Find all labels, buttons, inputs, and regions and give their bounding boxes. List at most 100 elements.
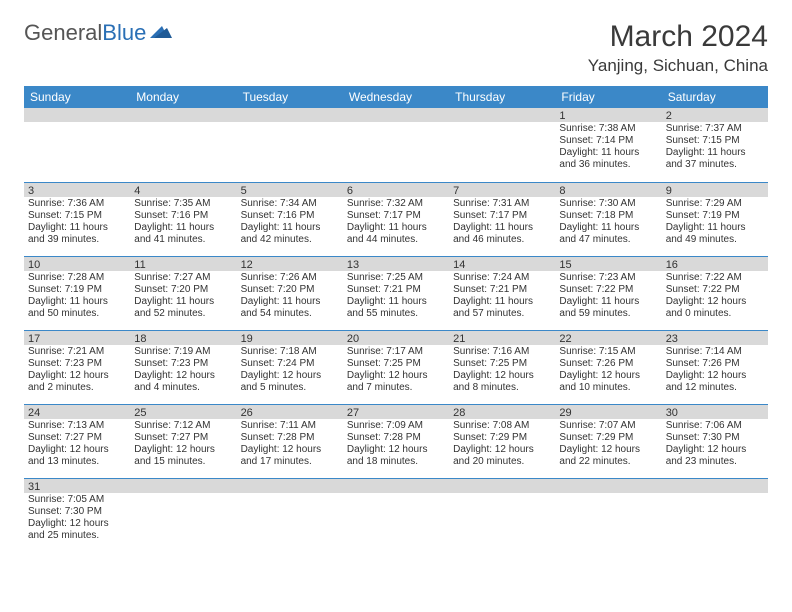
day-number: [449, 108, 555, 122]
day-content: Sunrise: 7:23 AMSunset: 7:22 PMDaylight:…: [555, 271, 661, 322]
day-line: Sunset: 7:21 PM: [453, 284, 551, 296]
day-content: Sunrise: 7:30 AMSunset: 7:18 PMDaylight:…: [555, 197, 661, 248]
calendar-week: 10Sunrise: 7:28 AMSunset: 7:19 PMDayligh…: [24, 256, 768, 330]
day-number: 31: [24, 479, 130, 493]
day-number: 5: [237, 183, 343, 197]
day-line: Sunrise: 7:28 AM: [28, 272, 126, 284]
day-line: Sunrise: 7:22 AM: [666, 272, 764, 284]
calendar-cell: 12Sunrise: 7:26 AMSunset: 7:20 PMDayligh…: [237, 256, 343, 330]
day-line: Daylight: 11 hours and 47 minutes.: [559, 222, 657, 246]
day-line: Sunset: 7:23 PM: [28, 358, 126, 370]
day-number: [343, 479, 449, 493]
day-number: 20: [343, 331, 449, 345]
calendar-cell: 16Sunrise: 7:22 AMSunset: 7:22 PMDayligh…: [662, 256, 768, 330]
day-line: Sunrise: 7:38 AM: [559, 123, 657, 135]
day-line: Sunrise: 7:08 AM: [453, 420, 551, 432]
day-line: Daylight: 12 hours and 23 minutes.: [666, 444, 764, 468]
day-number: 14: [449, 257, 555, 271]
calendar-cell: 1Sunrise: 7:38 AMSunset: 7:14 PMDaylight…: [555, 108, 661, 182]
day-line: Sunrise: 7:11 AM: [241, 420, 339, 432]
day-line: Daylight: 11 hours and 50 minutes.: [28, 296, 126, 320]
day-line: Daylight: 11 hours and 36 minutes.: [559, 147, 657, 171]
calendar-week: 24Sunrise: 7:13 AMSunset: 7:27 PMDayligh…: [24, 404, 768, 478]
logo-text-a: General: [24, 20, 102, 46]
day-line: Sunrise: 7:21 AM: [28, 346, 126, 358]
day-number: [662, 479, 768, 493]
calendar-cell: 26Sunrise: 7:11 AMSunset: 7:28 PMDayligh…: [237, 404, 343, 478]
day-line: Daylight: 11 hours and 42 minutes.: [241, 222, 339, 246]
day-line: Sunrise: 7:06 AM: [666, 420, 764, 432]
day-line: Sunset: 7:27 PM: [134, 432, 232, 444]
day-line: Sunrise: 7:15 AM: [559, 346, 657, 358]
day-number: 9: [662, 183, 768, 197]
day-number: 15: [555, 257, 661, 271]
calendar-cell: [130, 108, 236, 182]
day-line: Sunset: 7:28 PM: [347, 432, 445, 444]
calendar-cell: 11Sunrise: 7:27 AMSunset: 7:20 PMDayligh…: [130, 256, 236, 330]
dayhead-wed: Wednesday: [343, 86, 449, 108]
day-content: Sunrise: 7:25 AMSunset: 7:21 PMDaylight:…: [343, 271, 449, 322]
day-number: 23: [662, 331, 768, 345]
day-content: Sunrise: 7:14 AMSunset: 7:26 PMDaylight:…: [662, 345, 768, 396]
calendar-cell: 23Sunrise: 7:14 AMSunset: 7:26 PMDayligh…: [662, 330, 768, 404]
calendar-cell: [662, 478, 768, 552]
logo: GeneralBlue: [24, 20, 174, 46]
day-content: Sunrise: 7:38 AMSunset: 7:14 PMDaylight:…: [555, 122, 661, 173]
day-content: Sunrise: 7:05 AMSunset: 7:30 PMDaylight:…: [24, 493, 130, 544]
day-number: 4: [130, 183, 236, 197]
day-line: Daylight: 12 hours and 5 minutes.: [241, 370, 339, 394]
day-line: Daylight: 11 hours and 57 minutes.: [453, 296, 551, 320]
calendar-cell: 2Sunrise: 7:37 AMSunset: 7:15 PMDaylight…: [662, 108, 768, 182]
day-number: [237, 479, 343, 493]
header: GeneralBlue March 2024 Yanjing, Sichuan,…: [24, 20, 768, 76]
calendar-cell: 9Sunrise: 7:29 AMSunset: 7:19 PMDaylight…: [662, 182, 768, 256]
calendar-cell: [343, 108, 449, 182]
day-line: Daylight: 11 hours and 49 minutes.: [666, 222, 764, 246]
calendar-cell: 20Sunrise: 7:17 AMSunset: 7:25 PMDayligh…: [343, 330, 449, 404]
day-number: 2: [662, 108, 768, 122]
calendar-cell: 19Sunrise: 7:18 AMSunset: 7:24 PMDayligh…: [237, 330, 343, 404]
day-line: Sunrise: 7:35 AM: [134, 198, 232, 210]
day-line: Sunrise: 7:23 AM: [559, 272, 657, 284]
title-block: March 2024 Yanjing, Sichuan, China: [588, 20, 768, 76]
day-line: Sunrise: 7:16 AM: [453, 346, 551, 358]
day-number: [343, 108, 449, 122]
day-number: 8: [555, 183, 661, 197]
calendar-cell: 27Sunrise: 7:09 AMSunset: 7:28 PMDayligh…: [343, 404, 449, 478]
day-content: Sunrise: 7:09 AMSunset: 7:28 PMDaylight:…: [343, 419, 449, 470]
day-header-row: Sunday Monday Tuesday Wednesday Thursday…: [24, 86, 768, 108]
day-content: Sunrise: 7:29 AMSunset: 7:19 PMDaylight:…: [662, 197, 768, 248]
calendar-cell: 14Sunrise: 7:24 AMSunset: 7:21 PMDayligh…: [449, 256, 555, 330]
calendar-cell: [343, 478, 449, 552]
day-line: Daylight: 11 hours and 54 minutes.: [241, 296, 339, 320]
day-number: 11: [130, 257, 236, 271]
day-line: Sunset: 7:27 PM: [28, 432, 126, 444]
day-line: Daylight: 11 hours and 55 minutes.: [347, 296, 445, 320]
day-content: Sunrise: 7:28 AMSunset: 7:19 PMDaylight:…: [24, 271, 130, 322]
day-line: Daylight: 11 hours and 46 minutes.: [453, 222, 551, 246]
calendar-cell: 15Sunrise: 7:23 AMSunset: 7:22 PMDayligh…: [555, 256, 661, 330]
calendar-cell: [449, 478, 555, 552]
day-content: Sunrise: 7:26 AMSunset: 7:20 PMDaylight:…: [237, 271, 343, 322]
day-line: Sunset: 7:28 PM: [241, 432, 339, 444]
calendar-week: 1Sunrise: 7:38 AMSunset: 7:14 PMDaylight…: [24, 108, 768, 182]
day-line: Sunset: 7:25 PM: [453, 358, 551, 370]
day-content: Sunrise: 7:19 AMSunset: 7:23 PMDaylight:…: [130, 345, 236, 396]
day-number: [130, 479, 236, 493]
day-content: Sunrise: 7:36 AMSunset: 7:15 PMDaylight:…: [24, 197, 130, 248]
day-line: Daylight: 12 hours and 20 minutes.: [453, 444, 551, 468]
day-line: Sunset: 7:22 PM: [666, 284, 764, 296]
calendar-week: 3Sunrise: 7:36 AMSunset: 7:15 PMDaylight…: [24, 182, 768, 256]
calendar-cell: [130, 478, 236, 552]
day-content: Sunrise: 7:16 AMSunset: 7:25 PMDaylight:…: [449, 345, 555, 396]
day-content: Sunrise: 7:34 AMSunset: 7:16 PMDaylight:…: [237, 197, 343, 248]
day-content: Sunrise: 7:11 AMSunset: 7:28 PMDaylight:…: [237, 419, 343, 470]
day-content: Sunrise: 7:08 AMSunset: 7:29 PMDaylight:…: [449, 419, 555, 470]
day-line: Sunset: 7:20 PM: [134, 284, 232, 296]
day-number: 29: [555, 405, 661, 419]
day-number: 21: [449, 331, 555, 345]
day-number: 17: [24, 331, 130, 345]
day-line: Daylight: 11 hours and 59 minutes.: [559, 296, 657, 320]
day-content: Sunrise: 7:18 AMSunset: 7:24 PMDaylight:…: [237, 345, 343, 396]
day-line: Sunrise: 7:14 AM: [666, 346, 764, 358]
